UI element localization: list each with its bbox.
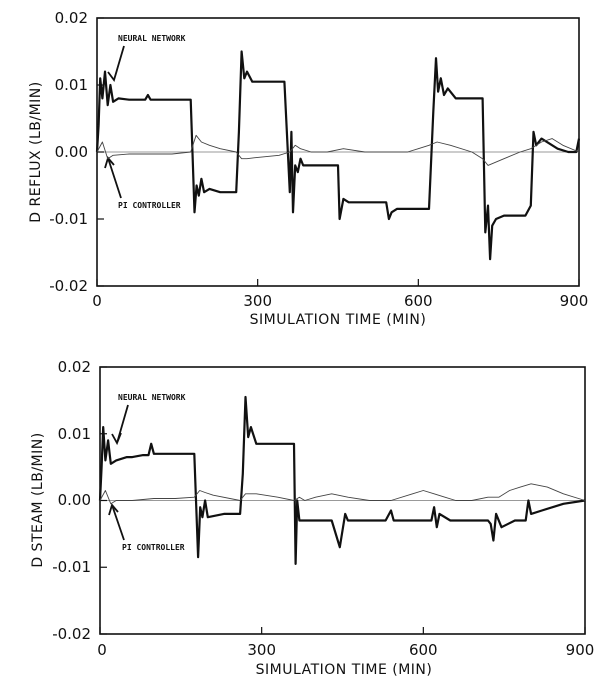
y-tick-label: -0.01 bbox=[52, 558, 91, 576]
y-tick-labels: 0.02 0.01 0.00 -0.01 -0.02 bbox=[49, 9, 88, 295]
series-line-pi-controller bbox=[96, 134, 580, 166]
series-line-neural-network bbox=[98, 395, 586, 566]
x-axis-label: SIMULATION TIME (MIN) bbox=[256, 662, 433, 678]
annotation-pi-controller: PI CONTROLLER bbox=[122, 543, 185, 552]
annotation-neural-network: NEURAL NETWORK bbox=[118, 393, 186, 402]
y-tick-label: -0.02 bbox=[49, 277, 88, 295]
y-tick-label: 0.00 bbox=[58, 491, 91, 509]
annotation-arrow-neural-network bbox=[107, 45, 125, 82]
annotation-arrow-pi-controller bbox=[108, 503, 125, 541]
x-axis-label: SIMULATION TIME (MIN) bbox=[250, 312, 427, 328]
x-tick-label: 600 bbox=[409, 641, 438, 659]
y-tick-label: 0.01 bbox=[58, 425, 91, 443]
x-tick-label: 0 bbox=[97, 641, 107, 659]
x-tick-labels: 0 300 600 900 bbox=[97, 641, 594, 659]
y-tick-label: 0.02 bbox=[58, 358, 91, 376]
x-tick-label: 300 bbox=[243, 292, 272, 310]
x-tick-label: 900 bbox=[566, 641, 595, 659]
chart-reflux: 0.02 0.01 0.00 -0.01 -0.02 0 300 600 900… bbox=[28, 9, 588, 328]
y-tick-label: 0.02 bbox=[55, 9, 88, 27]
x-tick-label: 300 bbox=[247, 641, 276, 659]
annotation-arrow-neural-network bbox=[111, 404, 129, 446]
y-axis-label: D STEAM (LB/MIN) bbox=[30, 432, 46, 567]
x-tick-labels: 0 300 600 900 bbox=[92, 292, 588, 310]
y-tick-label: 0.01 bbox=[55, 76, 88, 94]
y-axis-label: D REFLUX (LB/MIN) bbox=[28, 81, 44, 222]
y-tick-label: -0.01 bbox=[49, 210, 88, 228]
annotation-arrow-pi-controller bbox=[104, 156, 122, 199]
annotation-pi-controller: PI CONTROLLER bbox=[118, 201, 181, 210]
x-tick-label: 0 bbox=[92, 292, 102, 310]
x-tick-label: 600 bbox=[404, 292, 433, 310]
y-tick-label: -0.02 bbox=[52, 625, 91, 643]
y-tick-label: 0.00 bbox=[55, 143, 88, 161]
series-line-neural-network bbox=[95, 50, 581, 261]
series-line-pi-controller bbox=[99, 483, 586, 505]
y-tick-labels: 0.02 0.01 0.00 -0.01 -0.02 bbox=[52, 358, 91, 643]
chart-steam: 0.02 0.01 0.00 -0.01 -0.02 0 300 600 900… bbox=[30, 358, 594, 678]
x-tick-label: 900 bbox=[560, 292, 589, 310]
annotation-neural-network: NEURAL NETWORK bbox=[118, 34, 186, 43]
